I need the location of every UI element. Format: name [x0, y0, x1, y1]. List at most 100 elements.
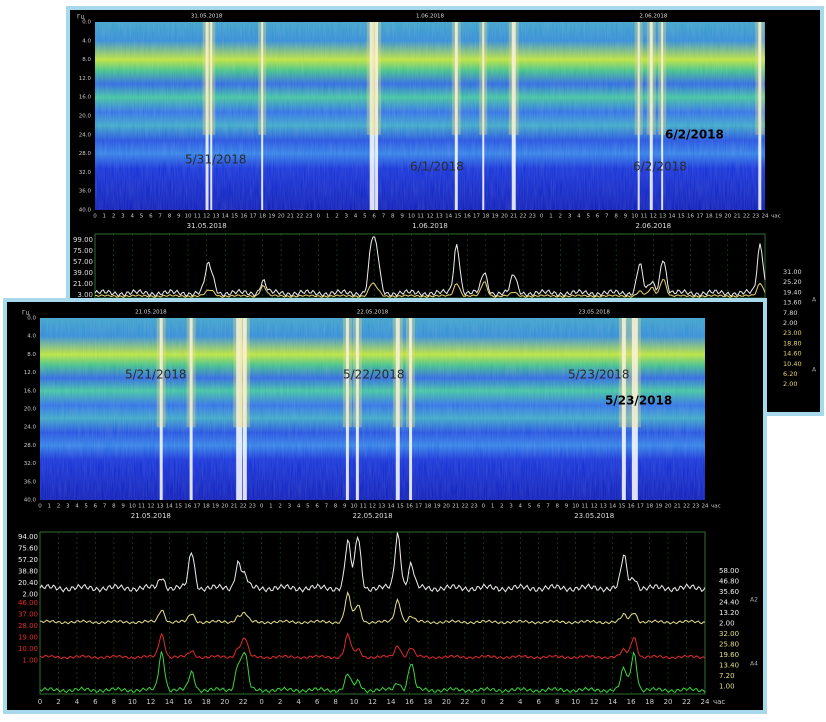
label: 11 — [194, 214, 201, 220]
label: 36.0 — [24, 479, 37, 485]
label: 13 — [600, 504, 607, 510]
label: 57.00 — [73, 258, 93, 266]
label: 16 — [183, 698, 192, 706]
label: 19.40 — [783, 288, 802, 296]
label: 1.06.2018 — [416, 14, 444, 20]
label: 0 — [482, 504, 486, 510]
streak-glow — [451, 22, 461, 135]
label: 20 — [664, 698, 673, 706]
streak-glow — [634, 22, 643, 135]
label: 5/31/2018 — [185, 153, 247, 167]
label: 0 — [540, 214, 544, 220]
label: 14 — [165, 698, 174, 706]
label: 0 — [93, 214, 97, 220]
label: 6 — [93, 698, 98, 706]
streak-glow — [479, 22, 488, 135]
label: 1 — [491, 504, 495, 510]
streak-glow — [352, 318, 362, 428]
label: 14 — [668, 214, 675, 220]
label: 20 — [221, 504, 228, 510]
label: 8.0 — [27, 352, 36, 358]
label: 7.20 — [719, 672, 735, 680]
label: 20 — [278, 214, 285, 220]
label: 3.00 — [77, 291, 93, 299]
label: 22.05.2018 — [357, 310, 389, 316]
label: 2 — [500, 504, 504, 510]
label: 5/23/2018 — [605, 394, 672, 408]
label: 4 — [354, 214, 358, 220]
label: 17 — [194, 504, 201, 510]
label: 10 — [185, 214, 192, 220]
label: 2 — [278, 504, 282, 510]
streak — [242, 318, 247, 500]
label: 22 — [520, 214, 527, 220]
label: 0 — [38, 698, 42, 706]
label: 12.0 — [79, 76, 92, 82]
label: 5 — [528, 504, 532, 510]
label: 7.80 — [783, 309, 797, 317]
streak — [621, 318, 626, 500]
label: 4 — [130, 214, 134, 220]
label: 11 — [138, 504, 145, 510]
label: 16 — [687, 214, 694, 220]
label: 6 — [596, 214, 600, 220]
streak-glow — [646, 22, 656, 135]
label: A4 — [750, 661, 758, 668]
label: 13 — [378, 504, 385, 510]
label: 0 — [260, 504, 264, 510]
label: 1.00 — [719, 683, 735, 691]
label: 15 — [618, 504, 625, 510]
label: 11 — [360, 504, 367, 510]
label: 24.40 — [719, 599, 739, 607]
label: 20 — [443, 504, 450, 510]
label: 6/1/2018 — [410, 160, 464, 174]
label: 2 — [500, 698, 504, 706]
label: 22 — [461, 504, 468, 510]
label: 2 — [278, 698, 282, 706]
streak-glow — [342, 318, 352, 428]
label: Гц — [22, 310, 30, 317]
label: 9 — [177, 214, 181, 220]
label: 20.0 — [79, 114, 92, 120]
label: 1 — [47, 504, 51, 510]
label: 19 — [655, 504, 662, 510]
label: 46.80 — [719, 578, 739, 586]
label: 32.0 — [79, 170, 92, 176]
label: 11 — [581, 504, 588, 510]
graph-trace — [94, 236, 766, 298]
label: 23 — [529, 214, 536, 220]
streak — [159, 318, 163, 500]
label: 16 — [184, 504, 191, 510]
streak-glow — [233, 318, 246, 428]
label: 2.06.2018 — [639, 14, 667, 20]
label: 23 — [471, 504, 478, 510]
label: 6 — [315, 504, 319, 510]
label: 23 — [306, 214, 313, 220]
label: 0.0 — [27, 316, 36, 322]
label: 18 — [202, 698, 211, 706]
streak-glow — [239, 318, 250, 428]
label: 28.00 — [18, 622, 38, 630]
label: 8 — [334, 504, 338, 510]
label: 7 — [605, 214, 609, 220]
label: 21 — [230, 504, 237, 510]
label: 5 — [363, 214, 367, 220]
label: 94.00 — [18, 533, 38, 541]
streak-glow — [207, 22, 216, 135]
streak — [355, 318, 359, 500]
label: 2.00 — [22, 591, 38, 599]
label: 2.00 — [719, 620, 735, 628]
label: 3 — [568, 214, 572, 220]
label: A — [812, 367, 817, 374]
spectrogram-noise — [40, 318, 705, 500]
label: 7 — [325, 504, 329, 510]
label: 8 — [614, 214, 618, 220]
label: 22 — [239, 698, 248, 706]
label: 31.05.2018 — [187, 222, 227, 230]
label: 16 — [406, 504, 413, 510]
label: A2 — [750, 597, 758, 604]
label: 13 — [436, 214, 443, 220]
label: 0.0 — [82, 20, 91, 26]
label: 13.60 — [783, 299, 802, 307]
label: 5/21/2018 — [125, 368, 187, 382]
